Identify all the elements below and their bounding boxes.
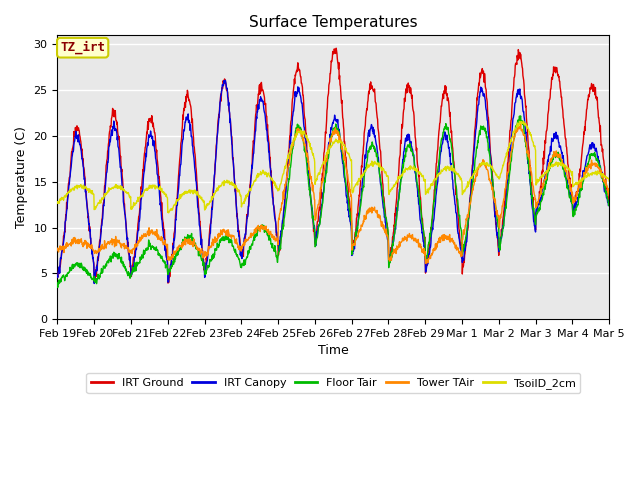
X-axis label: Time: Time	[318, 344, 349, 357]
Text: TZ_irt: TZ_irt	[60, 41, 105, 54]
Title: Surface Temperatures: Surface Temperatures	[249, 15, 418, 30]
Legend: IRT Ground, IRT Canopy, Floor Tair, Tower TAir, TsoilD_2cm: IRT Ground, IRT Canopy, Floor Tair, Towe…	[86, 373, 580, 393]
Y-axis label: Temperature (C): Temperature (C)	[15, 126, 28, 228]
